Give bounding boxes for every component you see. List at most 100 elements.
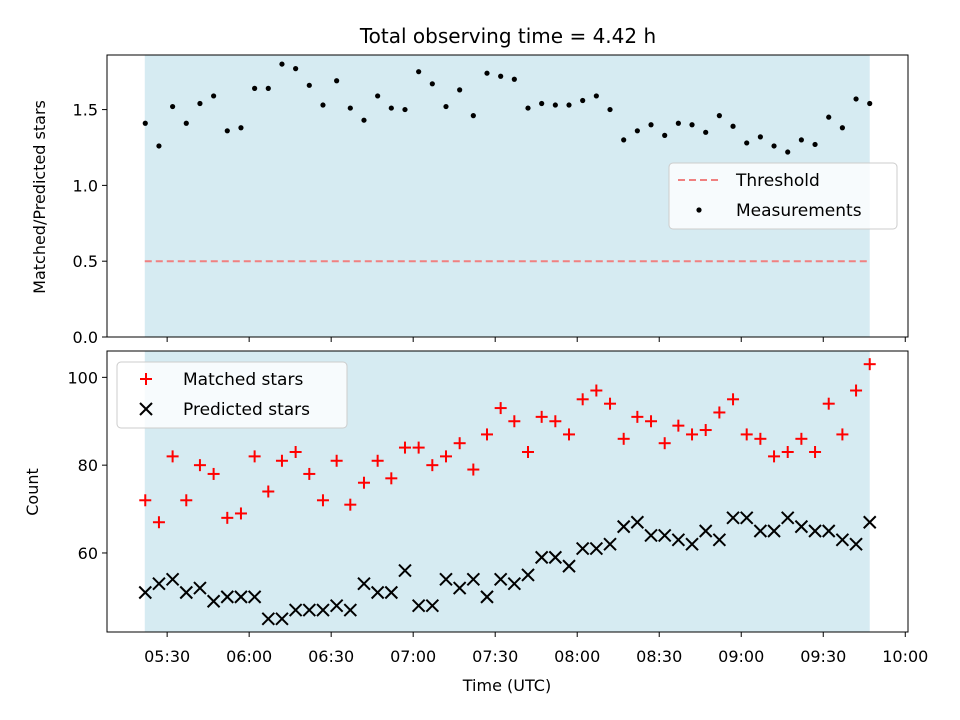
predicted-star-point <box>685 537 699 551</box>
matched-legend-swatch <box>140 373 152 385</box>
predicted-star-point <box>521 568 535 582</box>
x-tick-label: 07:30 <box>472 647 518 666</box>
measurement-point <box>142 120 148 126</box>
predicted-star-point <box>534 550 549 565</box>
matched-star-point <box>453 437 466 450</box>
bottom-y-ticks: 60 80 100 <box>67 368 107 563</box>
measurement-point <box>853 96 859 102</box>
measurement-point <box>634 128 640 134</box>
matched-star-point <box>494 402 507 415</box>
predicted-star-point <box>671 533 686 547</box>
measurement-point <box>306 82 312 88</box>
predicted-star-point <box>165 572 180 587</box>
predicted-star-point <box>575 541 590 556</box>
matched-star-point <box>508 415 521 428</box>
matched-star-point <box>836 428 849 441</box>
measurement-point <box>593 93 599 99</box>
predicted-star-point <box>411 598 426 613</box>
matched-star-point <box>385 472 398 485</box>
measurement-point <box>511 76 517 82</box>
measurement-point <box>498 73 504 79</box>
matched-star-point <box>863 358 876 371</box>
matched-star-point <box>590 384 603 397</box>
matched-star-point <box>426 459 439 472</box>
matched-star-point <box>795 432 808 445</box>
measurement-point <box>238 125 244 131</box>
matched-star-point <box>822 397 835 410</box>
predicted-star-point <box>507 576 522 591</box>
x-tick-label: 08:30 <box>636 647 682 666</box>
x-tick-label: 10:00 <box>882 647 928 666</box>
x-axis-label: Time (UTC) <box>462 676 551 695</box>
y-tick-label: 0.0 <box>73 328 98 347</box>
measurement-point <box>839 125 845 131</box>
matched-star-point <box>207 467 220 480</box>
predicted-star-point <box>767 524 781 538</box>
matched-star-point <box>398 441 411 454</box>
x-tick-label: 06:30 <box>308 647 354 666</box>
predicted-star-point <box>261 612 276 626</box>
matched-star-point <box>604 397 617 410</box>
measurement-point <box>785 149 791 155</box>
top-x-ticks <box>166 337 906 342</box>
predicted-star-point <box>849 537 863 551</box>
predicted-star-point <box>206 594 221 608</box>
predicted-star-point <box>179 585 193 600</box>
matched-star-point <box>480 428 493 441</box>
ratio-panel: 0.0 0.5 1.0 1.5 Matched/Predicted stars Thr… <box>30 54 909 347</box>
predicted-star-point <box>439 572 453 587</box>
measurement-point <box>867 100 873 107</box>
matched-star-point <box>631 410 644 423</box>
matched-star-point <box>850 384 863 397</box>
predicted-star-point <box>562 559 576 573</box>
predicted-star-point <box>548 550 563 565</box>
matched-star-point <box>152 516 165 529</box>
measurement-point <box>361 117 367 123</box>
matched-star-point <box>576 393 589 406</box>
predicted-star-point <box>835 533 850 547</box>
predicted-star-point <box>589 541 604 556</box>
measurement-point <box>252 85 258 91</box>
measurement-point <box>812 141 818 148</box>
predicted-star-point <box>275 612 289 626</box>
measurement-point <box>293 66 299 72</box>
top-axes-frame <box>106 54 909 338</box>
predicted-star-point <box>138 585 152 600</box>
matched-star-point <box>645 415 658 428</box>
y-tick-label: 1.0 <box>73 176 98 195</box>
predicted-star-point <box>425 598 440 613</box>
predicted-star-point <box>739 511 754 525</box>
matched-star-point <box>740 428 753 441</box>
measurement-point <box>443 103 449 110</box>
measurement-point <box>402 106 408 113</box>
matched-star-point <box>672 419 685 432</box>
matched-star-point <box>180 494 193 507</box>
measurement-point <box>552 102 558 108</box>
measurement-point <box>826 114 832 120</box>
y-tick-label: 60 <box>78 544 98 563</box>
count-panel: 60 80 100 05:30 06:00 06:30 07:00 07:30 08:00 08… <box>23 350 928 695</box>
measurement-point <box>771 143 777 149</box>
matched-star-point <box>768 450 781 463</box>
measurement-point <box>525 105 531 111</box>
measurement-point <box>580 97 586 104</box>
x-tick-label: 09:00 <box>718 647 764 666</box>
predicted-star-point <box>370 585 385 600</box>
measurement-point <box>156 143 162 149</box>
threshold-legend-label: Threshold <box>735 171 820 191</box>
matched-star-point <box>275 454 288 467</box>
bottom-axes-frame <box>106 350 909 633</box>
bottom-x-ticks: 05:30 06:00 06:30 07:00 07:30 08:00 08:30 09:00… <box>144 632 928 666</box>
predicted-star-point <box>822 524 836 538</box>
x-tick-label: 07:00 <box>390 647 436 666</box>
y-tick-label: 100 <box>67 368 98 387</box>
measurement-point <box>648 122 654 128</box>
matched-star-point <box>754 432 767 445</box>
matched-star-point <box>357 476 370 489</box>
measurement-point <box>539 100 545 107</box>
measurement-point <box>716 113 722 119</box>
measurement-point <box>224 128 230 134</box>
measurement-points <box>142 61 873 155</box>
measurement-point <box>334 78 340 84</box>
predicted-star-point <box>644 528 658 543</box>
